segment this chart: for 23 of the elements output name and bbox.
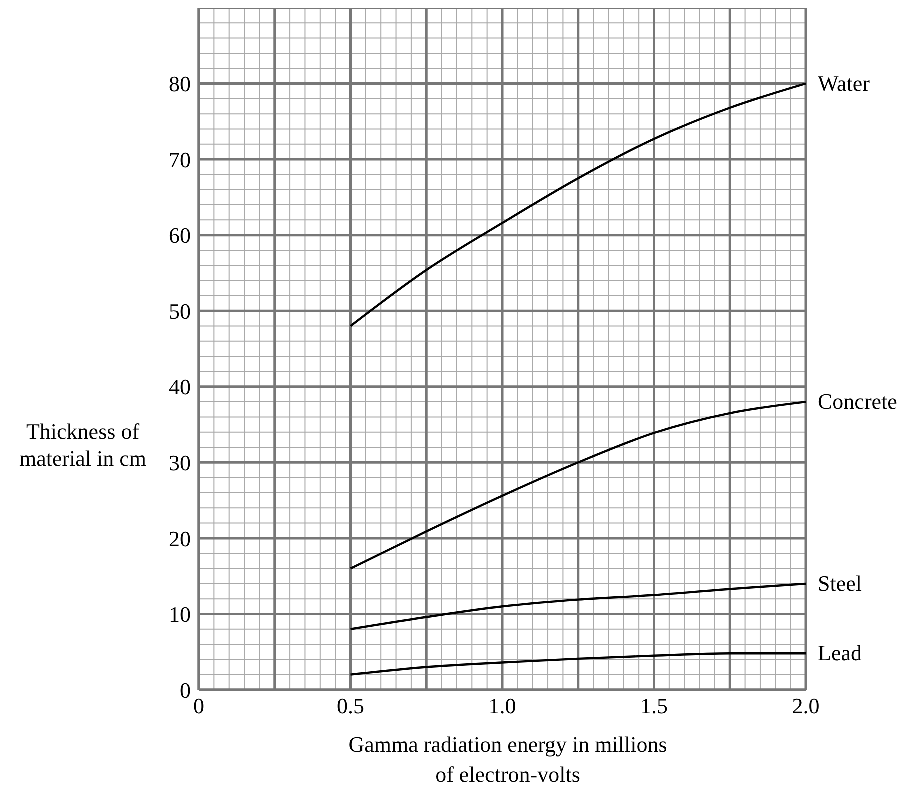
y-tick-label: 30 bbox=[169, 450, 191, 476]
x-tick-label: 1.0 bbox=[488, 694, 516, 719]
y-tick-label: 20 bbox=[169, 526, 191, 552]
y-tick-label: 80 bbox=[169, 72, 191, 97]
x-tick-label: 2.0 bbox=[792, 694, 820, 719]
y-tick-label: 70 bbox=[169, 147, 191, 172]
series-label: Steel bbox=[818, 570, 862, 596]
y-tick-label: 40 bbox=[169, 374, 191, 400]
x-tick-label: 1.5 bbox=[640, 694, 668, 719]
line-series bbox=[350, 582, 806, 630]
series-label: Water bbox=[818, 70, 871, 96]
y-axis-title: Thickness of material in cm bbox=[18, 418, 148, 472]
y-tick-label: 10 bbox=[169, 602, 191, 628]
x-tick-label: 0.5 bbox=[337, 694, 364, 719]
x-axis-title: Gamma radiation energy in millions of electron-volts bbox=[348, 731, 668, 789]
y-tick-label: 0 bbox=[180, 678, 191, 703]
line-series bbox=[350, 82, 806, 328]
series-label: Concrete bbox=[818, 389, 898, 414]
series-label: Lead bbox=[818, 640, 862, 666]
line-series bbox=[350, 400, 806, 570]
y-tick-label: 60 bbox=[169, 223, 191, 248]
y-tick-label: 50 bbox=[169, 298, 191, 324]
line-series bbox=[350, 652, 806, 676]
